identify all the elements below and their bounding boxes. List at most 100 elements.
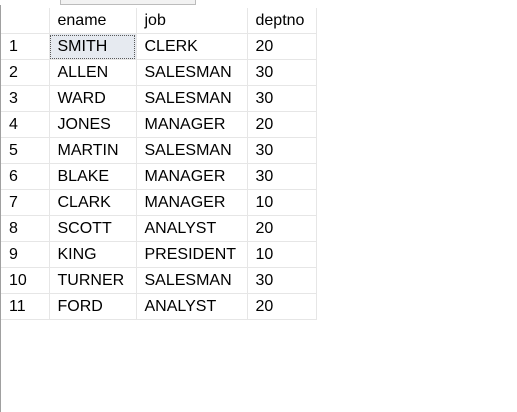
cell-deptno[interactable]: 20 (247, 215, 317, 242)
table-row[interactable]: 5 MARTIN SALESMAN 30 (1, 137, 317, 164)
cell-value: CLARK (57, 193, 111, 211)
cell-value: BLAKE (57, 167, 110, 185)
cell-job[interactable]: MANAGER (136, 189, 248, 216)
cell-value: SALESMAN (144, 89, 232, 107)
cell-ename[interactable]: FORD (49, 293, 137, 320)
cell-deptno[interactable]: 30 (247, 163, 317, 190)
header-row: ename job deptno (1, 8, 317, 34)
cell-value: 10 (255, 193, 274, 211)
cell-value: WARD (57, 89, 106, 107)
cell-value: CLERK (144, 37, 198, 55)
table-row[interactable]: 6 BLAKE MANAGER 30 (1, 163, 317, 190)
cell-value: 20 (255, 115, 274, 133)
table-row[interactable]: 10 TURNER SALESMAN 30 (1, 267, 317, 294)
row-number[interactable]: 7 (1, 189, 50, 216)
cell-value: ALLEN (57, 63, 109, 81)
cell-ename[interactable]: SCOTT (49, 215, 137, 242)
table-row[interactable]: 11 FORD ANALYST 20 (1, 293, 317, 320)
cell-value: 10 (255, 245, 274, 263)
cell-deptno[interactable]: 20 (247, 293, 317, 320)
cell-job[interactable]: MANAGER (136, 111, 248, 138)
row-number[interactable]: 9 (1, 241, 50, 268)
cell-ename[interactable]: BLAKE (49, 163, 137, 190)
cell-deptno[interactable]: 30 (247, 137, 317, 164)
pane-border (0, 5, 1, 412)
cell-ename[interactable]: SMITH (49, 33, 137, 60)
cell-value: ANALYST (144, 297, 217, 315)
row-number[interactable]: 2 (1, 59, 50, 86)
cell-value: ANALYST (144, 219, 217, 237)
cell-deptno[interactable]: 30 (247, 59, 317, 86)
column-header-deptno[interactable]: deptno (247, 8, 317, 34)
row-number[interactable]: 4 (1, 111, 50, 138)
column-header-ename[interactable]: ename (49, 8, 137, 34)
cell-ename[interactable]: TURNER (49, 267, 137, 294)
row-number[interactable]: 10 (1, 267, 50, 294)
row-number[interactable]: 8 (1, 215, 50, 242)
cell-deptno[interactable]: 10 (247, 241, 317, 268)
column-header-label: job (144, 11, 166, 29)
cell-value: SALESMAN (144, 141, 232, 159)
table-row[interactable]: 9 KING PRESIDENT 10 (1, 241, 317, 268)
cell-value: 30 (255, 167, 274, 185)
cell-value: KING (57, 245, 97, 263)
cell-deptno[interactable]: 20 (247, 111, 317, 138)
cell-ename[interactable]: CLARK (49, 189, 137, 216)
cell-ename[interactable]: JONES (49, 111, 137, 138)
cell-ename[interactable]: ALLEN (49, 59, 137, 86)
cell-job[interactable]: CLERK (136, 33, 248, 60)
table-row[interactable]: 2 ALLEN SALESMAN 30 (1, 59, 317, 86)
cell-value: 20 (255, 297, 274, 315)
cell-ename[interactable]: MARTIN (49, 137, 137, 164)
cell-value: MARTIN (57, 141, 119, 159)
cell-value: TURNER (57, 271, 125, 289)
cell-job[interactable]: PRESIDENT (136, 241, 248, 268)
cell-value: 30 (255, 271, 274, 289)
cell-ename[interactable]: KING (49, 241, 137, 268)
table-row[interactable]: 1 SMITH CLERK 20 (1, 33, 317, 60)
cell-value: MANAGER (144, 167, 226, 185)
cell-job[interactable]: MANAGER (136, 163, 248, 190)
row-number[interactable]: 1 (1, 33, 50, 60)
cell-value: SMITH (57, 37, 108, 55)
results-grid: ename job deptno 1 SMITH CLERK 20 2 ALLE… (1, 8, 317, 320)
cell-job[interactable]: SALESMAN (136, 137, 248, 164)
column-header-job[interactable]: job (136, 8, 248, 34)
cell-value: MANAGER (144, 115, 226, 133)
row-number[interactable]: 3 (1, 85, 50, 112)
results-tab[interactable] (60, 0, 196, 5)
cell-value: MANAGER (144, 193, 226, 211)
row-number[interactable]: 5 (1, 137, 50, 164)
cell-ename[interactable]: WARD (49, 85, 137, 112)
table-row[interactable]: 8 SCOTT ANALYST 20 (1, 215, 317, 242)
row-number-header[interactable] (1, 8, 50, 34)
cell-value: FORD (57, 297, 103, 315)
cell-value: 30 (255, 63, 274, 81)
cell-deptno[interactable]: 30 (247, 267, 317, 294)
table-row[interactable]: 4 JONES MANAGER 20 (1, 111, 317, 138)
cell-value: 30 (255, 89, 274, 107)
cell-job[interactable]: SALESMAN (136, 267, 248, 294)
cell-value: 20 (255, 219, 274, 237)
row-number[interactable]: 11 (1, 293, 50, 320)
cell-value: JONES (57, 115, 111, 133)
cell-job[interactable]: SALESMAN (136, 85, 248, 112)
cell-value: 20 (255, 37, 274, 55)
cell-deptno[interactable]: 30 (247, 85, 317, 112)
table-row[interactable]: 7 CLARK MANAGER 10 (1, 189, 317, 216)
cell-job[interactable]: SALESMAN (136, 59, 248, 86)
row-number[interactable]: 6 (1, 163, 50, 190)
cell-deptno[interactable]: 20 (247, 33, 317, 60)
cell-value: SALESMAN (144, 63, 232, 81)
table-row[interactable]: 3 WARD SALESMAN 30 (1, 85, 317, 112)
cell-deptno[interactable]: 10 (247, 189, 317, 216)
cell-job[interactable]: ANALYST (136, 293, 248, 320)
column-header-label: deptno (255, 11, 305, 29)
column-header-label: ename (57, 11, 107, 29)
cell-job[interactable]: ANALYST (136, 215, 248, 242)
tab-strip (0, 0, 517, 5)
cell-value: SCOTT (57, 219, 112, 237)
cell-value: PRESIDENT (144, 245, 237, 263)
cell-value: SALESMAN (144, 271, 232, 289)
